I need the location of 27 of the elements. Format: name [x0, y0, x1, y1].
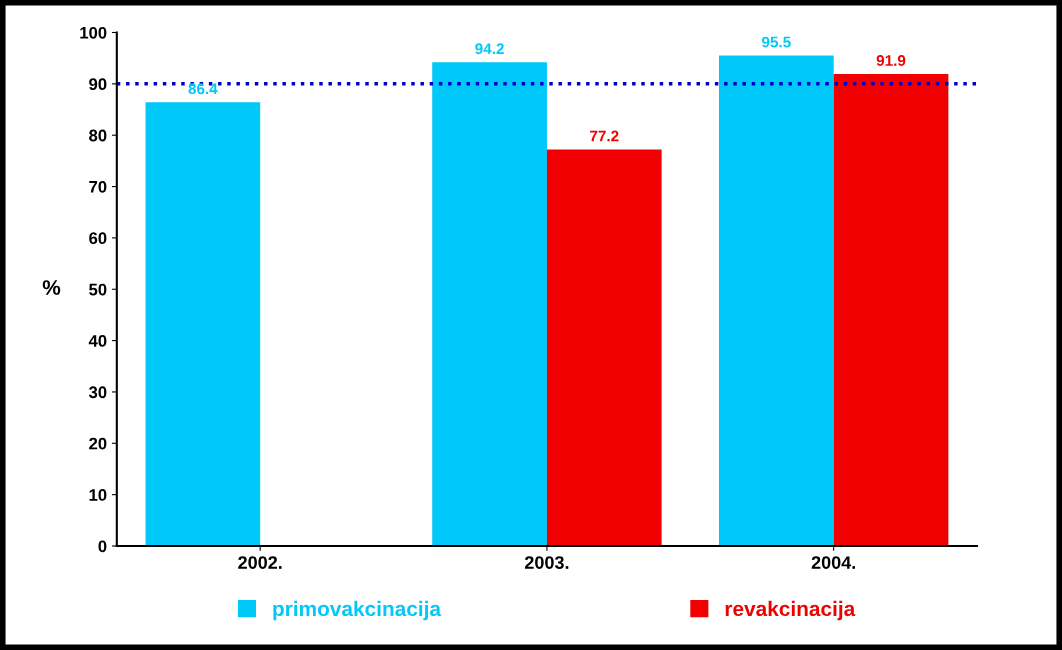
y-tick-label: 70 — [89, 180, 107, 193]
data-label: 77.2 — [590, 130, 619, 142]
legend-label: primovakcinacija — [273, 600, 442, 621]
legend-label: revakcinacija — [725, 600, 856, 621]
data-label: 86.4 — [188, 83, 218, 95]
data-label: 94.2 — [475, 43, 504, 55]
y-tick-label: 10 — [89, 489, 107, 501]
bar — [432, 62, 547, 546]
bar — [546, 149, 662, 546]
y-tick-label: 0 — [98, 540, 107, 553]
y-tick-label: 30 — [88, 386, 107, 399]
y-tick-label: 90 — [89, 78, 107, 91]
y-axis-title: % — [42, 280, 61, 295]
y-tick-label: 40 — [88, 335, 107, 347]
y-tick-label: 100 — [80, 26, 107, 39]
data-label: 95.5 — [761, 36, 791, 48]
y-tick-label: 80 — [89, 129, 107, 142]
y-tick-label: 20 — [89, 437, 107, 450]
x-tick-label: 2002. — [238, 556, 282, 569]
x-tick-label: 2003. — [524, 556, 569, 570]
bar — [833, 74, 949, 546]
bar — [718, 55, 834, 546]
data-label: 91.9 — [876, 55, 906, 66]
bar — [145, 102, 261, 546]
y-tick-label: 50 — [89, 283, 107, 296]
y-tick-label: 60 — [89, 232, 107, 245]
x-tick-label: 2004. — [811, 556, 856, 569]
